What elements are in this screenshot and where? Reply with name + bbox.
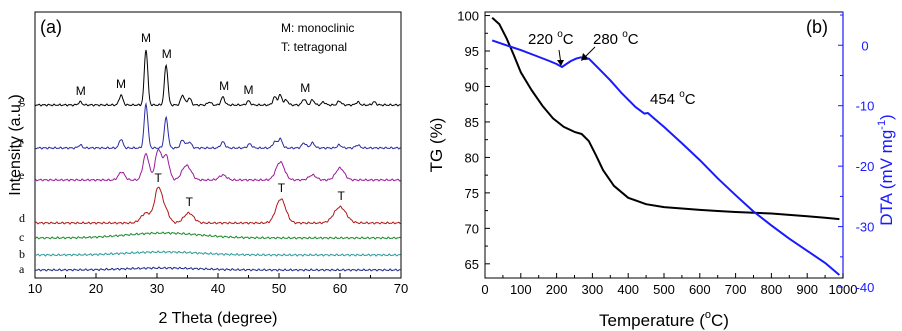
thermal-x-tick-label-1000: 1000 — [829, 282, 858, 297]
dta-y-axis-label-main: DTA (mV mg — [877, 130, 896, 226]
xrd-peak-label-m-3: M — [162, 47, 172, 61]
thermal-x-axis-label: Temperature (oC) — [599, 309, 729, 330]
dta-y-axis-label-sup: -1 — [876, 120, 888, 130]
xrd-series-c-label: c — [19, 230, 24, 244]
xrd-peak-label-m-4: M — [219, 79, 229, 93]
thermal-x-tick-label-600: 600 — [689, 282, 711, 297]
dta-y-tick-label-0: 0 — [861, 38, 868, 53]
xrd-x-tick-label-30: 30 — [150, 281, 164, 296]
annotation-280-degree: o — [622, 29, 628, 40]
xrd-peak-label-t-7: T — [155, 171, 163, 185]
xrd-y-axis-label: Intensity (a.u.) — [7, 94, 24, 195]
dta-y-axis-label-end: ) — [877, 114, 896, 120]
thermal-x-tick-label-900: 900 — [796, 282, 818, 297]
xrd-x-tick-label-10: 10 — [28, 281, 42, 296]
xrd-series-e-label: e — [19, 168, 24, 182]
thermal-x-tick-label-200: 200 — [546, 282, 568, 297]
tg-y-axis-ticks: 65 70 75 80 85 90 95 100 — [457, 9, 490, 272]
annotation-220-value: 220 — [528, 31, 557, 48]
xrd-series-f-line — [34, 102, 401, 150]
tg-y-tick-label-95: 95 — [465, 44, 479, 59]
xrd-x-axis-ticks: 10 20 30 40 50 60 70 — [28, 273, 408, 296]
xrd-series-b-line — [34, 250, 401, 257]
dta-y-tick-label--10: -10 — [856, 99, 875, 114]
xrd-x-axis-label: 2 Theta (degree) — [159, 310, 278, 327]
dta-y-axis-ticks: 0 -10 -20 -30 -40 — [838, 14, 875, 295]
xrd-series-d-label: d — [19, 211, 25, 225]
tg-y-tick-label-90: 90 — [465, 79, 479, 94]
tg-y-tick-label-75: 75 — [465, 186, 479, 201]
thermal-x-tick-label-0: 0 — [481, 282, 488, 297]
thermal-x-axis-ticks: 0 100 200 300 400 500 600 700 800 900 1000 — [481, 273, 857, 297]
xrd-series-e-line — [34, 148, 401, 182]
xrd-peak-label-t-8: T — [186, 195, 194, 209]
thermal-x-axis-label-unit: C) — [711, 311, 729, 330]
thermal-series-group — [491, 16, 841, 276]
xrd-panel-label: (a) — [40, 17, 62, 37]
thermal-x-axis-label-main: Temperature ( — [599, 311, 705, 330]
xrd-legend-tetragonal: T: tetragonal — [281, 40, 347, 54]
xrd-peak-label-m-0: M — [76, 84, 86, 98]
thermal-panel: (b) 0 100 200 300 400 500 600 700 800 900 1000 657… — [427, 9, 896, 330]
dta-y-axis-label: DTA (mV mg-1) — [876, 114, 896, 225]
xrd-x-tick-label-70: 70 — [394, 281, 408, 296]
thermal-x-tick-label-100: 100 — [510, 282, 532, 297]
annotation-220-arrowhead — [557, 60, 564, 66]
dta-y-tick-label--20: -20 — [856, 159, 875, 174]
xrd-peak-label-t-10: T — [338, 189, 346, 203]
annotation-220-degree: o — [557, 29, 563, 40]
annotation-220-unit: C — [563, 31, 574, 48]
xrd-peak-label-m-5: M — [244, 83, 254, 97]
tg-y-tick-label-80: 80 — [465, 150, 479, 165]
annotation-454-unit: C — [685, 91, 696, 108]
xrd-x-tick-label-20: 20 — [89, 281, 103, 296]
xrd-x-tick-label-50: 50 — [272, 281, 286, 296]
xrd-x-tick-label-40: 40 — [211, 281, 225, 296]
tg-y-tick-label-85: 85 — [465, 115, 479, 130]
dta-y-tick-label--30: -30 — [856, 220, 875, 235]
tg-y-tick-label-65: 65 — [465, 257, 479, 272]
thermal-series-dta-line — [491, 39, 841, 276]
xrd-peak-label-m-6: M — [300, 81, 310, 95]
tg-y-tick-label-70: 70 — [465, 221, 479, 236]
thermal-x-tick-label-400: 400 — [617, 282, 639, 297]
tg-y-axis-label: TG (%) — [427, 118, 446, 173]
xrd-series-a-label: a — [19, 262, 25, 276]
thermal-series-tg-line — [491, 16, 840, 221]
xrd-series-f-label: f — [19, 136, 23, 150]
dta-y-tick-label--40: -40 — [856, 280, 875, 295]
xrd-peak-label-t-9: T — [278, 181, 286, 195]
annotation-454-degree: o — [679, 89, 685, 100]
xrd-series-g-label: g — [19, 93, 25, 107]
xrd-peak-label-m-1: M — [116, 77, 126, 91]
xrd-panel: (a) M: monoclinic T: tetragonal abcdefg … — [7, 11, 408, 327]
xrd-series-b-label: b — [19, 247, 25, 261]
annotation-280-value: 280 — [593, 31, 622, 48]
annotation-220: 220 oC — [528, 29, 574, 48]
annotation-280-unit: C — [628, 31, 639, 48]
annotation-280: 280 oC — [593, 29, 639, 48]
xrd-series-a-line — [34, 266, 401, 272]
thermal-x-tick-label-300: 300 — [582, 282, 604, 297]
xrd-series-g-line — [34, 49, 401, 107]
annotation-454: 454 oC — [650, 89, 696, 108]
xrd-peak-label-m-2: M — [141, 31, 151, 45]
xrd-x-tick-label-60: 60 — [333, 281, 347, 296]
thermal-x-tick-label-700: 700 — [725, 282, 747, 297]
annotation-280-arrowhead — [581, 53, 588, 61]
thermal-x-tick-label-800: 800 — [761, 282, 783, 297]
xrd-legend-monoclinic: M: monoclinic — [281, 21, 354, 35]
tg-y-tick-label-100: 100 — [457, 9, 479, 24]
thermal-x-axis-label-degree: o — [705, 309, 711, 321]
xrd-series-d-line — [34, 186, 401, 225]
thermal-x-tick-label-500: 500 — [653, 282, 675, 297]
xrd-series-c-line — [35, 231, 401, 240]
annotation-454-value: 454 — [650, 91, 679, 108]
thermal-panel-label: (b) — [806, 17, 828, 37]
